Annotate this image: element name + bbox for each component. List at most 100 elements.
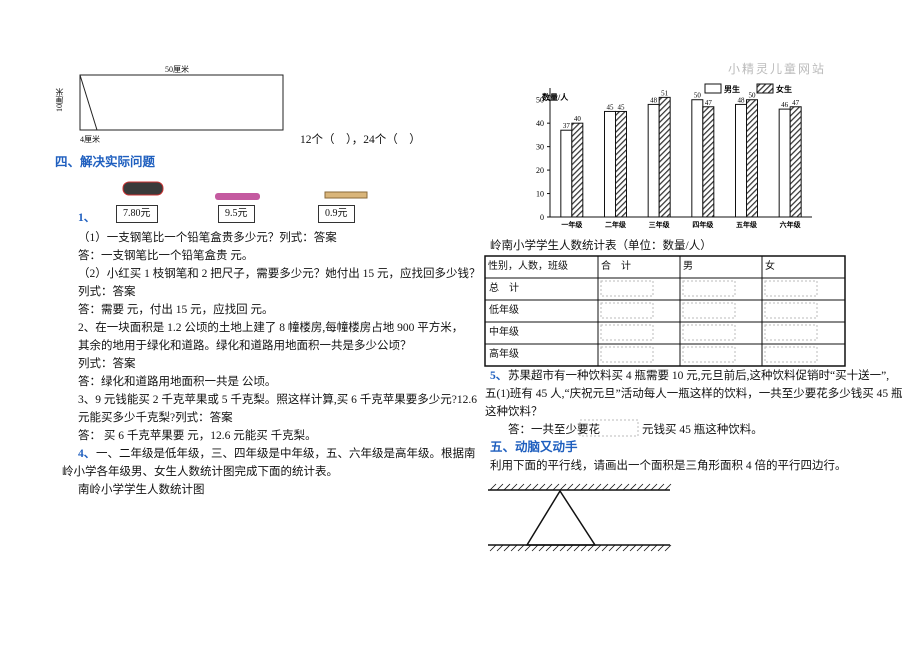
question-number: 5、 xyxy=(490,370,508,382)
hatch-stroke xyxy=(531,544,539,552)
text-line: 这种饮料？ xyxy=(485,406,543,418)
value-label: 45 xyxy=(607,103,615,111)
hatch-stroke xyxy=(643,544,651,552)
x-tick-label: 六年级 xyxy=(780,220,802,229)
input-box xyxy=(682,302,736,319)
value-label: 48 xyxy=(738,96,746,104)
hatch-stroke xyxy=(545,544,553,552)
value-label: 37 xyxy=(563,122,571,130)
input-box xyxy=(764,280,818,297)
hatch-stroke xyxy=(559,483,567,491)
legend-label: 男生 xyxy=(724,84,740,94)
dim-label: 10厘米 xyxy=(55,88,64,112)
text-line: 五(1)班有 45 人,“庆祝元旦”活动每人一瓶这样的饮料，一共至少要花多少钱买… xyxy=(485,388,903,400)
row-label: 高年级 xyxy=(489,349,519,360)
hatch-stroke xyxy=(524,483,532,491)
bar xyxy=(789,106,802,218)
hatch-stroke xyxy=(489,483,497,491)
watermark: 小精灵儿童网站 xyxy=(728,62,827,76)
table-title: 岭南小学学生人数统计表（单位：数量/人） xyxy=(490,240,712,252)
value-label: 45 xyxy=(618,103,626,111)
ruler xyxy=(324,191,368,199)
input-box xyxy=(600,280,654,297)
input-box xyxy=(600,346,654,363)
hatch-stroke xyxy=(622,483,630,491)
value-label: 51 xyxy=(661,89,669,97)
text-line: （1）一支钢笔比一个铅笔盒贵多少元？列式：答案 xyxy=(78,232,337,244)
hatch-stroke xyxy=(496,544,504,552)
answer-text: 答：一共至少要花 xyxy=(508,424,600,436)
text-line: 岭小学各年级男、女生人数统计图完成下面的统计表。 xyxy=(62,466,338,478)
rectangle xyxy=(79,74,284,131)
hatch-stroke xyxy=(573,483,581,491)
price-tag: 0.9元 xyxy=(318,205,355,223)
text-line: 列式：答案 xyxy=(78,358,136,370)
hatch-stroke xyxy=(615,483,623,491)
dim-label: 50厘米 xyxy=(165,65,189,74)
hatch-stroke xyxy=(503,483,511,491)
hatch-stroke xyxy=(559,544,567,552)
text-line: 答：一支钢笔比一个铅笔盒贵 元。 xyxy=(78,250,254,262)
hatch-stroke xyxy=(601,483,609,491)
hatch-stroke xyxy=(622,544,630,552)
triangle xyxy=(525,489,597,546)
hatch-stroke xyxy=(552,483,560,491)
hatch-stroke xyxy=(608,544,616,552)
hatch-stroke xyxy=(650,544,658,552)
bar xyxy=(615,110,627,218)
price-tag: 9.5元 xyxy=(218,205,255,223)
text-line: 列式：答案 xyxy=(78,286,136,298)
hatch-stroke xyxy=(517,483,525,491)
table-grid xyxy=(484,255,846,437)
input-box xyxy=(682,346,736,363)
hatch-stroke xyxy=(489,544,497,552)
value-label: 48 xyxy=(650,96,658,104)
hatch-stroke xyxy=(517,544,525,552)
bar xyxy=(571,122,584,218)
bar xyxy=(691,99,704,218)
bar xyxy=(604,110,616,218)
x-tick-label: 四年级 xyxy=(692,220,714,229)
goods-images xyxy=(122,181,368,200)
bar xyxy=(647,103,660,218)
question-number: 1、 xyxy=(78,212,96,224)
hatch-stroke xyxy=(594,544,602,552)
text-line: 其余的地用于绿化和道路。绿化和道路用地面积一共是多少公顷？ xyxy=(78,340,412,352)
row-label: 低年级 xyxy=(489,305,519,316)
input-box xyxy=(579,419,639,437)
answer-text: 12个（ ），24个（ ） xyxy=(300,134,421,146)
hatch xyxy=(489,483,672,552)
y-tick-label: 40 xyxy=(536,119,544,128)
hatch-stroke xyxy=(608,483,616,491)
hatch-stroke xyxy=(636,544,644,552)
y-axis-label: 数量/人 xyxy=(542,92,569,102)
table-border xyxy=(484,255,846,367)
hatch-stroke xyxy=(580,483,588,491)
table-header: 合 计 xyxy=(601,261,631,272)
input-box xyxy=(682,324,736,341)
bar xyxy=(702,106,715,218)
hatch-stroke xyxy=(503,544,511,552)
bar xyxy=(735,103,747,218)
hatch-stroke xyxy=(643,483,651,491)
hatch-stroke xyxy=(538,483,546,491)
hatch-stroke xyxy=(657,544,665,552)
input-box xyxy=(764,324,818,341)
y-tick-label: 0 xyxy=(540,213,544,222)
text-line: （2）小红买 1 枝钢笔和 2 把尺子，需要多少元？她付出 15 元，应找回多少… xyxy=(78,268,481,280)
bar xyxy=(746,99,758,218)
hatch-stroke xyxy=(636,483,644,491)
hatch-stroke xyxy=(510,483,518,491)
legend-swatch xyxy=(704,83,722,94)
text-line: 答：绿化和道路用地面积一共是 公顷。 xyxy=(78,376,277,388)
input-box xyxy=(764,302,818,319)
section-title: 四、解决实际问题 xyxy=(55,155,156,169)
question-number: 4、 xyxy=(78,448,96,460)
text-line: 3、9 元钱能买 2 千克苹果或 5 千克梨。照这样计算,买 6 千克苹果要多少… xyxy=(78,394,477,406)
x-tick-label: 一年级 xyxy=(561,220,583,229)
hatch-stroke xyxy=(510,544,518,552)
text-line: 答：需要 元，付出 15 元，应找回 元。 xyxy=(78,304,274,316)
x-tick-label: 三年级 xyxy=(649,220,671,229)
hatch-stroke xyxy=(587,483,595,491)
